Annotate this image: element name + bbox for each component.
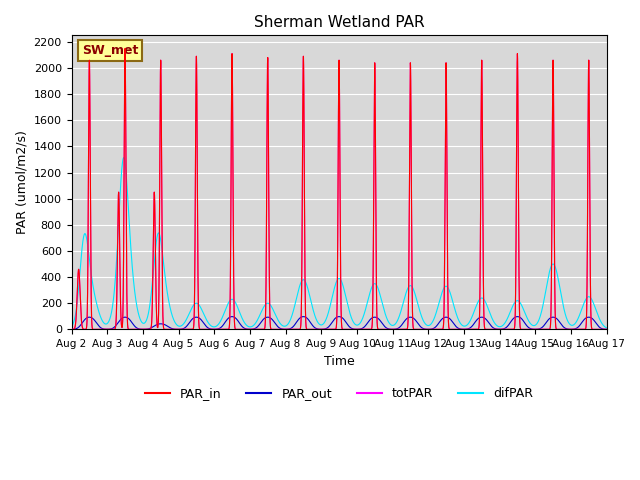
- Legend: PAR_in, PAR_out, totPAR, difPAR: PAR_in, PAR_out, totPAR, difPAR: [140, 383, 538, 406]
- difPAR: [409, 286, 417, 291]
- difPAR: [95, 311, 103, 317]
- Line: difPAR: difPAR: [72, 157, 607, 328]
- Y-axis label: PAR (umol/m2/s): PAR (umol/m2/s): [15, 131, 28, 234]
- difPAR: [505, 312, 513, 318]
- PAR_out: [513, 314, 521, 320]
- PAR_in: [409, 324, 417, 330]
- difPAR: [484, 306, 492, 312]
- Line: totPAR: totPAR: [72, 48, 607, 329]
- totPAR: [603, 326, 611, 332]
- Text: SW_met: SW_met: [82, 44, 139, 57]
- PAR_in: [470, 326, 477, 332]
- PAR_out: [505, 322, 513, 327]
- totPAR: [498, 326, 506, 332]
- difPAR: [498, 324, 506, 329]
- PAR_in: [498, 326, 506, 332]
- totPAR: [95, 326, 103, 332]
- totPAR: [68, 326, 76, 332]
- PAR_out: [68, 326, 76, 332]
- totPAR: [121, 46, 129, 51]
- difPAR: [603, 325, 611, 331]
- PAR_out: [470, 321, 477, 327]
- PAR_out: [95, 324, 103, 330]
- PAR_in: [68, 326, 76, 332]
- PAR_out: [484, 319, 492, 325]
- PAR_out: [603, 326, 611, 332]
- Line: PAR_in: PAR_in: [72, 48, 607, 329]
- totPAR: [470, 326, 477, 332]
- X-axis label: Time: Time: [324, 355, 355, 368]
- PAR_in: [484, 326, 492, 332]
- PAR_out: [497, 326, 505, 332]
- totPAR: [484, 326, 492, 332]
- difPAR: [120, 155, 127, 160]
- difPAR: [68, 324, 76, 329]
- Title: Sherman Wetland PAR: Sherman Wetland PAR: [253, 15, 424, 30]
- difPAR: [470, 310, 477, 316]
- PAR_in: [121, 46, 129, 51]
- totPAR: [409, 324, 417, 330]
- totPAR: [505, 326, 513, 332]
- PAR_in: [505, 326, 513, 332]
- PAR_in: [95, 326, 103, 332]
- PAR_out: [409, 315, 417, 321]
- PAR_in: [603, 326, 611, 332]
- Line: PAR_out: PAR_out: [72, 317, 607, 329]
